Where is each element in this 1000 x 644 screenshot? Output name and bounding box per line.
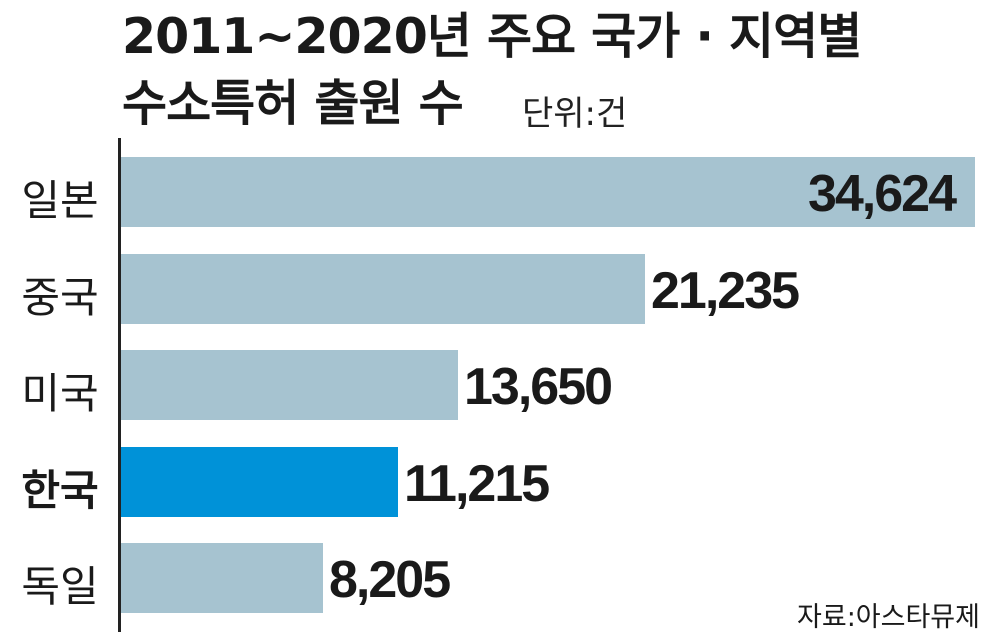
category-label-0: 일본 xyxy=(21,176,99,225)
chart-title-line-2: 수소특허 출원 수 xyxy=(122,75,464,132)
unit-label: 단위:건 xyxy=(522,94,628,134)
category-axis-line xyxy=(118,138,121,632)
bar-value-label-1: 21,235 xyxy=(651,261,800,320)
category-label-4: 독일 xyxy=(21,562,99,611)
bar-value-label-0: 34,624 xyxy=(807,165,957,223)
bar-1 xyxy=(121,253,645,324)
bar-4 xyxy=(121,543,323,613)
chart-title-line-1: 2011~2020년 주요 국가 · 지역별 xyxy=(122,8,862,65)
bar-2 xyxy=(121,350,458,420)
bar-value-label-2: 13,650 xyxy=(464,358,613,416)
category-label-1: 중국 xyxy=(21,272,99,322)
bar-value-label-4: 8,205 xyxy=(329,551,451,609)
category-label-3: 한국 xyxy=(21,465,99,515)
category-label-2: 미국 xyxy=(21,369,99,418)
source-note: 자료:아스타뮤제 xyxy=(797,602,980,633)
bar-3 xyxy=(121,446,398,517)
bar-0 xyxy=(121,157,975,227)
bar-value-label-3: 11,215 xyxy=(404,454,550,513)
